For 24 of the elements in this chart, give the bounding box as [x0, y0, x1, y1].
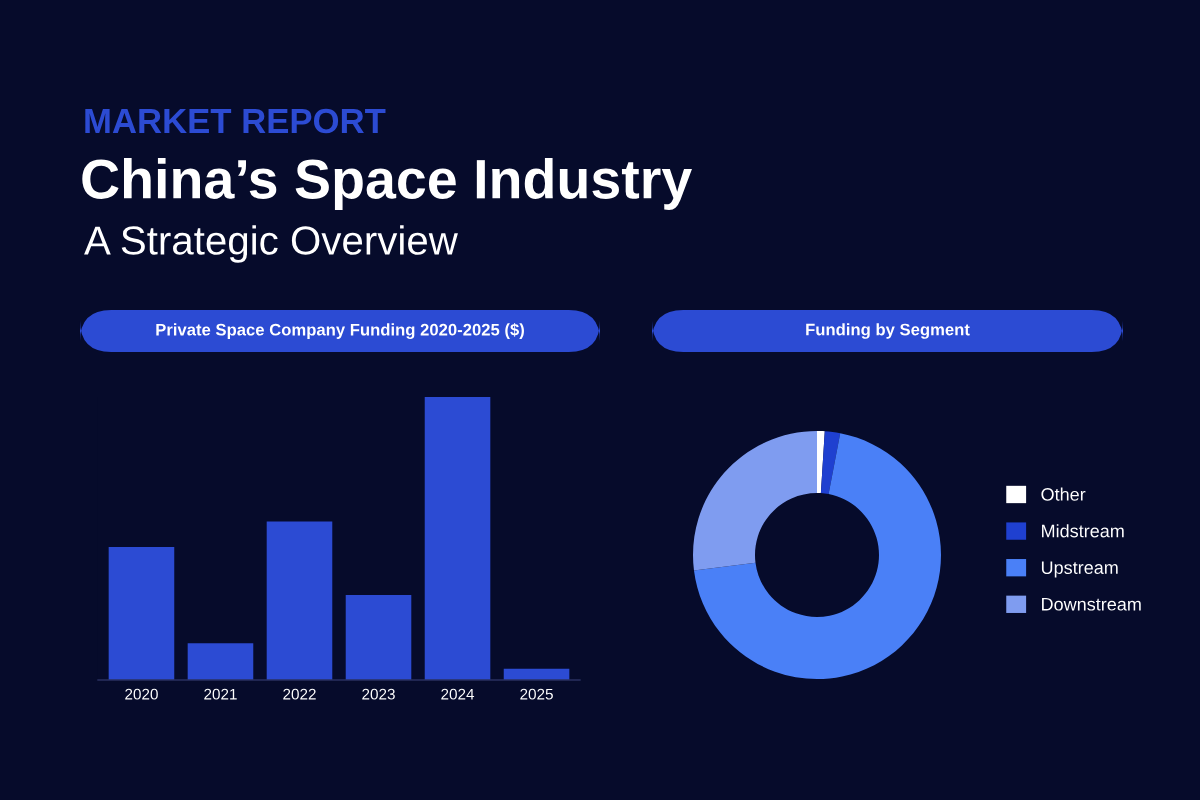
x-tick-label: 2023 [362, 688, 395, 700]
x-tick-label: 2022 [283, 688, 316, 700]
legend-label: Upstream [1041, 561, 1118, 578]
x-tick-label: 2024 [441, 688, 475, 700]
bar [424, 397, 491, 680]
donut-slice [693, 431, 817, 571]
chart-title: Private Space Company Funding 2020-2025 ($) [156, 323, 524, 339]
x-tick-label: 2020 [125, 688, 158, 700]
x-tick-label: 2021 [204, 688, 237, 700]
donut-slice [693, 433, 941, 679]
bar [108, 546, 175, 680]
bar [187, 643, 254, 680]
legend-label: Other [1041, 487, 1086, 501]
text: MARKET REPORT [85, 108, 386, 134]
bar [266, 521, 333, 680]
x-tick-label: 2025 [520, 688, 553, 700]
chart-title: Funding by Segment [806, 323, 970, 339]
donut-slice [820, 431, 841, 495]
text: China’s Space Industry [82, 158, 692, 210]
legend-label: Midstream [1042, 524, 1124, 538]
bar [345, 595, 412, 680]
text: A Strategic Overview [84, 225, 458, 263]
donut-slice [817, 431, 825, 494]
legend-label: Downstream [1042, 598, 1141, 611]
